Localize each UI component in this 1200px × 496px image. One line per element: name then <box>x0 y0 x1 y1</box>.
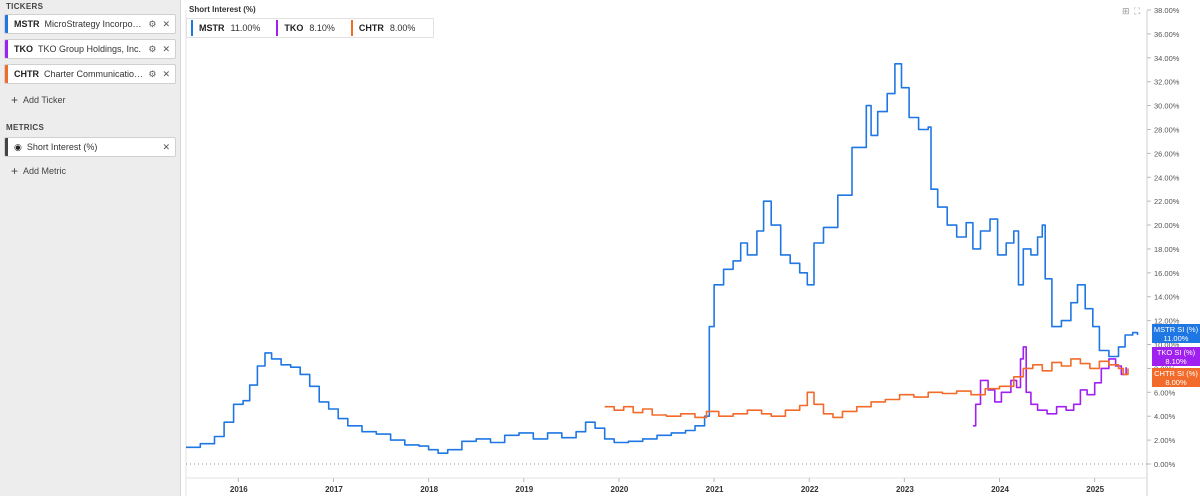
close-icon[interactable]: ✕ <box>162 68 170 79</box>
y-tick-label: 12.00% <box>1154 317 1180 326</box>
y-tick-label: 36.00% <box>1154 30 1180 39</box>
plus-icon: + <box>11 92 19 107</box>
x-tick-label: 2023 <box>896 485 914 494</box>
legend-item-mstr: MSTR 11.00% <box>189 19 272 37</box>
y-tick-label: 14.00% <box>1154 293 1180 302</box>
x-tick-label: 2022 <box>801 485 819 494</box>
metrics-section-label: METRICS <box>6 123 45 132</box>
y-tick-label: 10.00% <box>1154 341 1180 350</box>
x-tick-label: 2024 <box>991 485 1009 494</box>
tag-label: CHTR SI (%) <box>1154 369 1198 378</box>
metric-label: Short Interest (%) <box>26 142 98 152</box>
series-line-tko <box>972 346 1127 427</box>
y-tick-label: 2.00% <box>1154 436 1176 445</box>
y-tick-label: 6.00% <box>1154 388 1176 397</box>
ticker-color-bar <box>5 15 8 33</box>
ticker-color-bar <box>5 40 8 58</box>
legend-symbol: TKO <box>284 23 304 33</box>
legend-symbol: MSTR <box>199 23 225 33</box>
legend-color <box>350 20 353 36</box>
plus-icon: + <box>11 163 19 178</box>
y-tick-label: 4.00% <box>1154 412 1176 421</box>
y-tick-label: 24.00% <box>1154 173 1180 182</box>
close-icon[interactable]: ✕ <box>162 43 170 54</box>
metric-card-short-interest[interactable]: ◉ Short Interest (%) ✕ <box>4 137 176 157</box>
add-ticker-button[interactable]: + Add Ticker <box>11 92 66 107</box>
y-tick-label: 28.00% <box>1154 125 1180 134</box>
y-tick-label: 32.00% <box>1154 78 1180 87</box>
legend-value: 8.00% <box>389 23 416 33</box>
tag-label: MSTR SI (%) <box>1153 325 1199 334</box>
tag-value: 11.00% <box>1163 334 1189 343</box>
chart-title: Short Interest (%) <box>189 5 256 14</box>
y-tick-label: 0.00% <box>1154 460 1176 469</box>
y-tick-label: 20.00% <box>1154 221 1180 230</box>
add-metric-label: Add Metric <box>23 166 67 176</box>
gear-icon[interactable]: ⚙ <box>148 18 157 29</box>
value-tag-chtr: CHTR SI (%) 8.00% <box>1152 368 1200 387</box>
x-tick-label: 2021 <box>706 485 724 494</box>
legend-color <box>276 20 279 36</box>
ticker-symbol: TKO <box>14 44 33 54</box>
legend-color <box>191 20 193 36</box>
y-tick-label: 38.00% <box>1154 6 1180 15</box>
x-tick-label: 2017 <box>325 485 343 494</box>
close-icon[interactable]: ✕ <box>162 18 170 29</box>
legend-symbol: CHTR <box>358 23 384 33</box>
legend-item-tko: TKO 8.10% <box>274 19 347 37</box>
y-tick-label: 16.00% <box>1154 269 1180 278</box>
tag-value: 8.10% <box>1165 357 1187 366</box>
ticker-color-bar <box>5 65 8 83</box>
y-tick-label: 22.00% <box>1154 197 1180 206</box>
tag-label: TKO SI (%) <box>1156 348 1196 357</box>
expand-icon[interactable]: ⛶ <box>1134 6 1141 16</box>
zoom-icon[interactable]: ⊞ <box>1122 6 1130 16</box>
x-tick-label: 2020 <box>611 485 629 494</box>
ticker-card-mstr[interactable]: MSTR MicroStrategy Incorporated ⚙ ✕ <box>4 14 176 34</box>
x-tick-label: 2019 <box>515 485 533 494</box>
tickers-section-label: TICKERS <box>6 2 44 11</box>
metric-color-bar <box>5 138 8 156</box>
y-tick-label: 34.00% <box>1154 54 1180 63</box>
chart-legend: MSTR 11.00% TKO 8.10% CHTR 8.00% <box>186 18 435 38</box>
sidebar: TICKERS MSTR MicroStrategy Incorporated … <box>0 0 181 496</box>
close-icon[interactable]: ✕ <box>162 141 170 152</box>
add-metric-button[interactable]: + Add Metric <box>11 163 67 178</box>
value-tag-tko: TKO SI (%) 8.10% <box>1152 347 1200 366</box>
gear-icon[interactable]: ⚙ <box>148 43 157 54</box>
x-tick-label: 2025 <box>1086 485 1104 494</box>
ticker-card-tko[interactable]: TKO TKO Group Holdings, Inc. ⚙ ✕ <box>4 39 176 59</box>
y-tick-label: 26.00% <box>1154 149 1180 158</box>
gear-icon[interactable]: ⚙ <box>148 68 157 79</box>
ticker-symbol: MSTR <box>14 19 40 29</box>
series-line-mstr <box>186 63 1139 454</box>
ticker-card-chtr[interactable]: CHTR Charter Communications, Inc. ⚙ ✕ <box>4 64 176 84</box>
eye-icon[interactable]: ◉ <box>14 141 22 152</box>
ticker-symbol: CHTR <box>14 69 39 79</box>
legend-value: 11.00% <box>230 23 261 33</box>
y-tick-label: 30.00% <box>1154 102 1180 111</box>
tag-value: 8.00% <box>1165 378 1187 387</box>
legend-item-chtr: CHTR 8.00% <box>349 19 428 37</box>
y-tick-label: 18.00% <box>1154 245 1180 254</box>
value-tag-mstr: MSTR SI (%) 11.00% <box>1152 324 1200 343</box>
legend-value: 8.10% <box>309 23 335 33</box>
series-line-chtr <box>604 358 1129 419</box>
x-tick-label: 2016 <box>230 485 248 494</box>
x-tick-label: 2018 <box>420 485 438 494</box>
add-ticker-label: Add Ticker <box>23 95 66 105</box>
